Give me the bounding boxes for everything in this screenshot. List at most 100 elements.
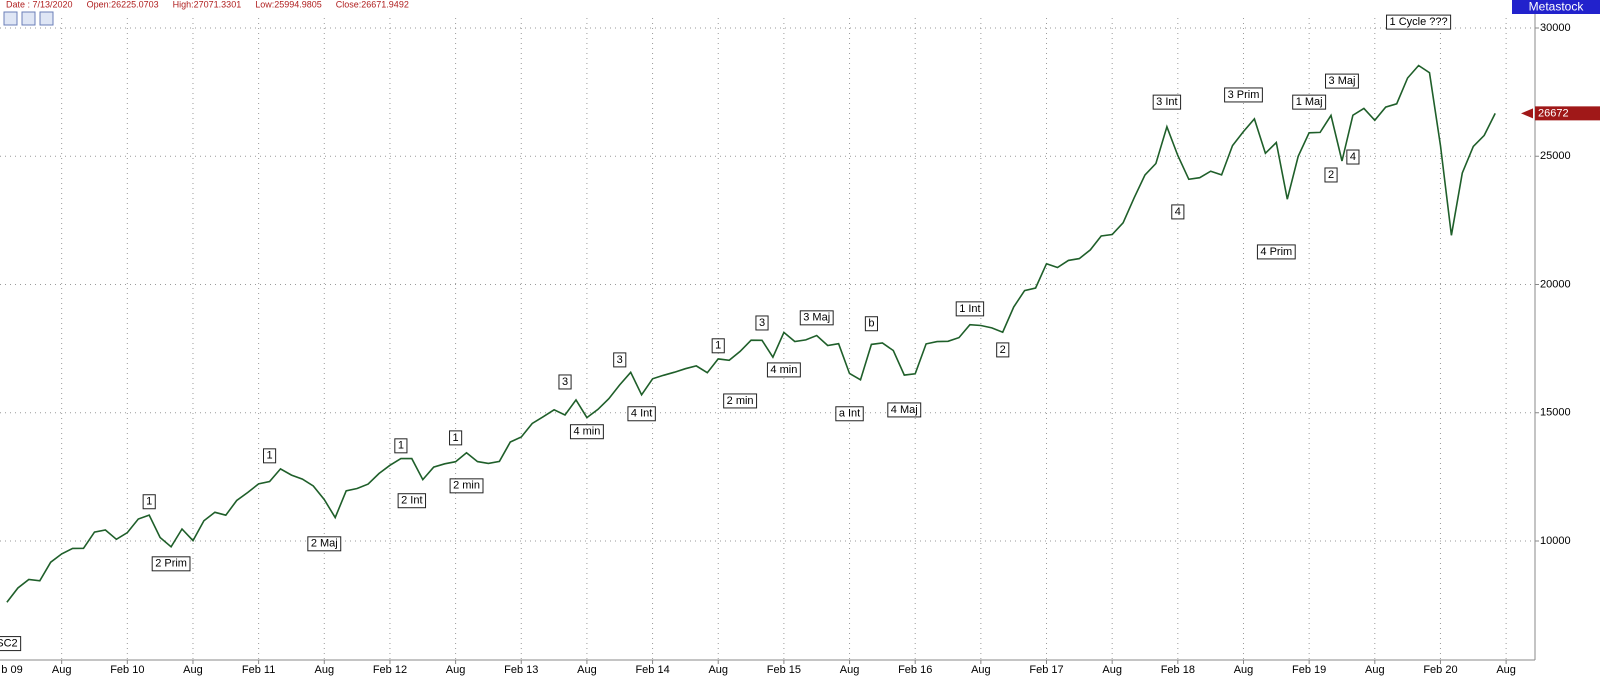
annotation: 3: [755, 315, 769, 331]
annotation-box: [723, 393, 758, 409]
annotation: 2 Prim: [151, 556, 191, 572]
annotation-box: [711, 338, 725, 354]
last-value-arrow: [1521, 108, 1533, 119]
x-tick-label: Aug: [1496, 664, 1516, 676]
annotation: 4 min: [766, 362, 801, 378]
annotation-label: 4 min: [770, 364, 797, 376]
annotation-box: [887, 402, 922, 418]
x-tick-label: Feb 16: [898, 664, 932, 676]
x-tick-label: Feb 10: [110, 664, 144, 676]
x-tick-label: Aug: [446, 664, 466, 676]
annotation: 2 Int: [397, 493, 427, 509]
annotation-box: [1292, 94, 1327, 110]
annotation: 2: [996, 342, 1010, 358]
x-tick-label: Aug: [183, 664, 203, 676]
x-tick-label: Feb 18: [1161, 664, 1195, 676]
info-text: Close:26671.9492: [336, 0, 409, 9]
annotation-box: [766, 362, 801, 378]
annotation-label: 1: [146, 496, 152, 508]
annotation-box: [449, 478, 484, 494]
annotation-label: b: [868, 318, 874, 330]
annotation-box: [307, 536, 342, 552]
y-tick-label: 10000: [1540, 535, 1571, 547]
annotation: 3: [558, 374, 572, 390]
annotation-box: [1224, 87, 1263, 103]
annotation: 3 Maj: [799, 310, 834, 326]
x-tick-label: Feb 20: [1423, 664, 1457, 676]
annotation-label: 1 Maj: [1296, 96, 1323, 108]
annotation-box: [1325, 73, 1359, 89]
annotation-label: 3: [562, 376, 568, 388]
annotation-label: 1: [453, 432, 459, 444]
annotation-label: 1: [267, 450, 273, 462]
annotation: 4: [1346, 149, 1360, 165]
annotation-label: 4 Maj: [891, 404, 918, 416]
annotation-box: [1152, 94, 1182, 110]
x-tick-label: Feb 12: [373, 664, 407, 676]
x-tick-label: Aug: [52, 664, 72, 676]
annotation: 2 min: [449, 478, 484, 494]
x-tick-label: Feb 13: [504, 664, 538, 676]
x-tick-label: Feb 19: [1292, 664, 1326, 676]
annotation: 4 Prim: [1256, 244, 1296, 260]
annotation-label: SC2: [0, 637, 18, 649]
x-tick-label: Aug: [1365, 664, 1385, 676]
annotation-label: 2 min: [727, 395, 754, 407]
x-tick-label: Feb 14: [635, 664, 669, 676]
x-tick-label: Aug: [577, 664, 597, 676]
annotation: 4 min: [569, 424, 604, 440]
x-tick-label: Aug: [708, 664, 728, 676]
annotation-label: 1: [398, 440, 404, 452]
annotation-label: 3: [759, 317, 765, 329]
annotation-box: [955, 301, 985, 317]
last-value-box: [1535, 106, 1600, 121]
annotation-box: [394, 438, 408, 454]
annotation: 1 Cycle ???: [1386, 14, 1452, 30]
annotation-box: [755, 315, 769, 331]
toolbar-icons: [3, 11, 54, 26]
annotation: 4: [1171, 204, 1185, 220]
annotation: 1: [142, 494, 156, 510]
annotation-box: [449, 430, 463, 446]
annotation: 1: [394, 438, 408, 454]
annotation-box: [1346, 149, 1360, 165]
annotation-label: 4 Int: [631, 408, 652, 420]
annotation-box: [799, 310, 834, 326]
annotation-label: 2: [1000, 344, 1006, 356]
annotation-box: [0, 636, 22, 652]
annotation: 1: [711, 338, 725, 354]
annotation-label: 2 min: [453, 480, 480, 492]
annotation-label: 3 Prim: [1228, 89, 1260, 101]
y-tick-label: 30000: [1540, 22, 1571, 34]
annotation-box: [1171, 204, 1185, 220]
annotation-label: 3 Maj: [1329, 75, 1356, 87]
annotation-box: [864, 316, 878, 332]
info-text: Low:25994.9805: [255, 0, 322, 9]
x-tick-label: b 09: [1, 664, 22, 676]
x-tick-label: Aug: [1102, 664, 1122, 676]
annotation: 3 Prim: [1224, 87, 1263, 103]
annotation: 1 Int: [955, 301, 985, 317]
annotation-label: 4: [1350, 151, 1356, 163]
annotation-box: [397, 493, 427, 509]
annotation-box: [151, 556, 191, 572]
info-text: High:27071.3301: [173, 0, 242, 9]
annotation-box: [1386, 14, 1452, 30]
annotation-box: [835, 406, 864, 422]
annotation-box: [558, 374, 572, 390]
annotation-label: 1: [715, 340, 721, 352]
annotation-label: a Int: [839, 408, 860, 420]
annotation-label: 1 Cycle ???: [1390, 16, 1448, 28]
annotation-label: 3: [617, 354, 623, 366]
x-tick-label: Aug: [1234, 664, 1254, 676]
annotation: 3 Maj: [1325, 73, 1359, 89]
annotation-label: 2: [1328, 169, 1334, 181]
x-tick-label: Feb 15: [767, 664, 801, 676]
annotation-box: [627, 406, 656, 422]
annotation-label: 2 Prim: [155, 558, 187, 570]
annotation: 2 Maj: [307, 536, 342, 552]
plot-area: SC2 1 2 Prim 1 2 Maj 1 2 Int 1 2 min 3 4 min 3 4 Int…: [0, 14, 1535, 660]
